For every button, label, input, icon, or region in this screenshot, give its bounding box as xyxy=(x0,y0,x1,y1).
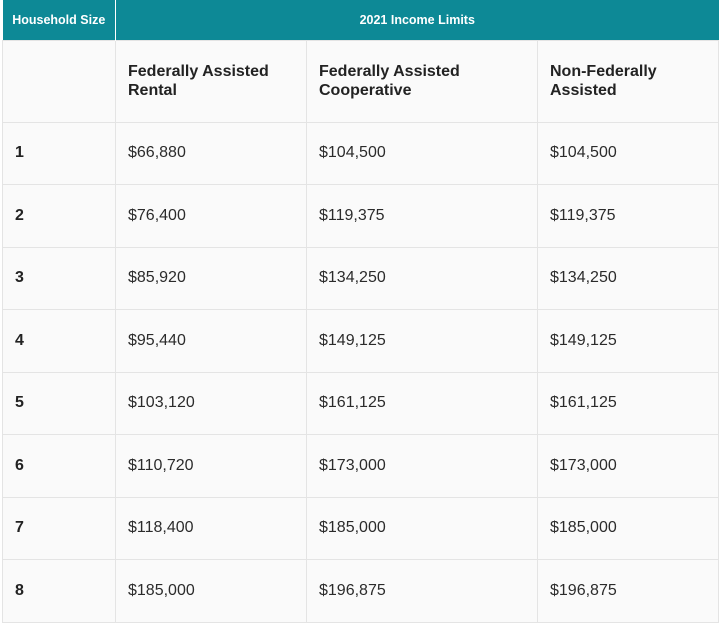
table-row: 6 $110,720 $173,000 $173,000 xyxy=(2,434,719,498)
household-size-cell: 4 xyxy=(2,309,116,373)
table-row: 7 $118,400 $185,000 $185,000 xyxy=(2,496,719,560)
rental-limit-cell: $66,880 xyxy=(115,121,307,185)
rental-limit-cell: $85,920 xyxy=(115,246,307,310)
table-body: 1 $66,880 $104,500 $104,500 2 $76,400 $1… xyxy=(2,121,719,623)
non-federal-limit-cell: $134,250 xyxy=(537,246,719,310)
federally-assisted-rental-header: Federally Assisted Rental xyxy=(115,39,307,123)
non-federally-assisted-header: Non-Federally Assisted xyxy=(537,39,719,123)
rental-limit-cell: $103,120 xyxy=(115,371,307,435)
header-row-columns: Federally Assisted Rental Federally Assi… xyxy=(2,39,719,123)
cooperative-limit-cell: $104,500 xyxy=(306,121,538,185)
table-row: 8 $185,000 $196,875 $196,875 xyxy=(2,559,719,623)
household-size-cell: 2 xyxy=(2,184,116,248)
cooperative-limit-cell: $185,000 xyxy=(306,496,538,560)
table-row: 1 $66,880 $104,500 $104,500 xyxy=(2,121,719,185)
blank-header-cell xyxy=(2,39,116,123)
cooperative-limit-cell: $196,875 xyxy=(306,559,538,623)
table-row: 5 $103,120 $161,125 $161,125 xyxy=(2,371,719,435)
federally-assisted-cooperative-header: Federally Assisted Cooperative xyxy=(306,39,538,123)
rental-limit-cell: $185,000 xyxy=(115,559,307,623)
household-size-cell: 1 xyxy=(2,121,116,185)
non-federal-limit-cell: $185,000 xyxy=(537,496,719,560)
income-limits-header: 2021 Income Limits xyxy=(115,0,719,40)
non-federal-limit-cell: $119,375 xyxy=(537,184,719,248)
rental-limit-cell: $95,440 xyxy=(115,309,307,373)
table-row: 2 $76,400 $119,375 $119,375 xyxy=(2,184,719,248)
cooperative-limit-cell: $161,125 xyxy=(306,371,538,435)
table-row: 4 $95,440 $149,125 $149,125 xyxy=(2,309,719,373)
non-federal-limit-cell: $196,875 xyxy=(537,559,719,623)
rental-limit-cell: $76,400 xyxy=(115,184,307,248)
table-header: Household Size 2021 Income Limits Federa… xyxy=(2,0,719,123)
household-size-cell: 5 xyxy=(2,371,116,435)
household-size-cell: 8 xyxy=(2,559,116,623)
cooperative-limit-cell: $149,125 xyxy=(306,309,538,373)
header-row-main: Household Size 2021 Income Limits xyxy=(2,0,719,40)
rental-limit-cell: $118,400 xyxy=(115,496,307,560)
household-size-header: Household Size xyxy=(2,0,116,40)
cooperative-limit-cell: $134,250 xyxy=(306,246,538,310)
non-federal-limit-cell: $161,125 xyxy=(537,371,719,435)
cooperative-limit-cell: $119,375 xyxy=(306,184,538,248)
table-row: 3 $85,920 $134,250 $134,250 xyxy=(2,246,719,310)
household-size-cell: 3 xyxy=(2,246,116,310)
rental-limit-cell: $110,720 xyxy=(115,434,307,498)
household-size-cell: 7 xyxy=(2,496,116,560)
non-federal-limit-cell: $149,125 xyxy=(537,309,719,373)
non-federal-limit-cell: $173,000 xyxy=(537,434,719,498)
cooperative-limit-cell: $173,000 xyxy=(306,434,538,498)
non-federal-limit-cell: $104,500 xyxy=(537,121,719,185)
household-size-cell: 6 xyxy=(2,434,116,498)
